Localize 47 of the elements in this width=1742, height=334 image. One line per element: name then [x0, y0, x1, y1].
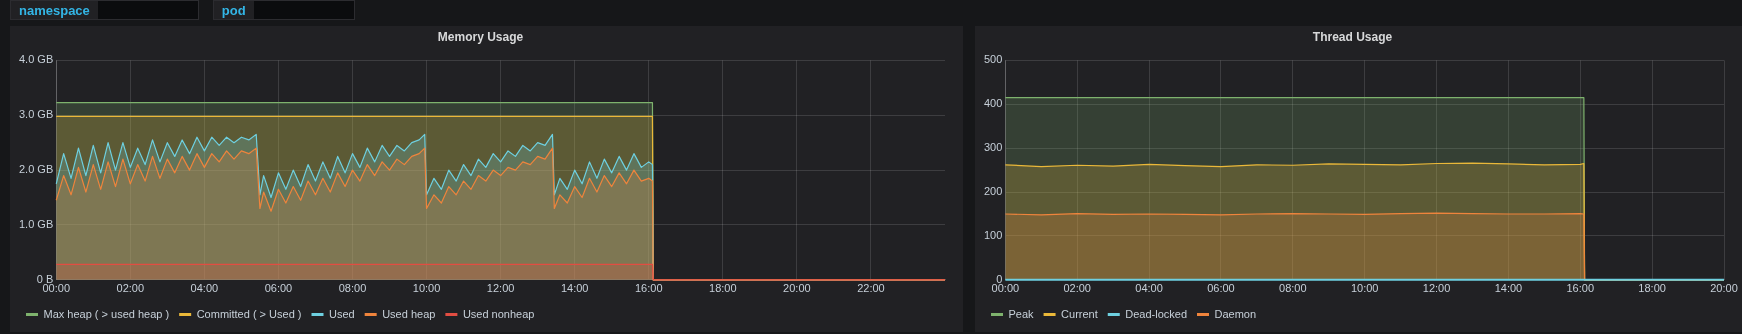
y-tick-label: 2.0 GB [18, 163, 54, 176]
x-tick-label: 02:00 [116, 282, 145, 295]
legend-label: Max heap ( > used heap ) [43, 307, 170, 320]
text: pod [220, 2, 247, 18]
y-tick-label: 4.0 GB [18, 53, 54, 66]
legend-label: Current [1061, 307, 1098, 320]
legend-label: Used [329, 307, 355, 320]
y-tick-label: 200 [983, 185, 1003, 198]
x-tick-label: 12:00 [1422, 282, 1451, 295]
y-tick-label: 100 [983, 228, 1003, 241]
x-tick-label: 16:00 [634, 282, 663, 295]
x-tick-label: 04:00 [190, 282, 219, 295]
x-tick-label: 10:00 [1350, 282, 1379, 295]
x-tick-label: 22:00 [857, 282, 885, 295]
legend-label: Committed ( > Used ) [196, 307, 302, 320]
y-tick-label: 500 [983, 53, 1003, 66]
x-tick-label: 12:00 [486, 282, 515, 295]
x-tick-label: 08:00 [338, 282, 367, 295]
chart-title: Memory Usage [437, 29, 524, 44]
y-tick-label: 300 [983, 141, 1003, 154]
y-tick-label: 3.0 GB [18, 108, 54, 121]
y-tick-label: 400 [983, 97, 1003, 110]
y-tick-label: 0 B [36, 272, 54, 285]
x-tick-label: 14:00 [1494, 282, 1523, 295]
x-tick-label: 00:00 [991, 282, 1020, 295]
x-tick-label: 08:00 [1279, 282, 1307, 295]
x-tick-label: 20:00 [1710, 282, 1738, 295]
legend-label: Used heap [382, 307, 436, 320]
y-tick-label: 1.0 GB [18, 217, 54, 230]
x-tick-label: 18:00 [709, 282, 737, 295]
y-tick-label: 0 [996, 272, 1003, 285]
x-tick-label: 10:00 [412, 282, 441, 295]
x-tick-label: 02:00 [1063, 282, 1091, 295]
x-tick-label: 06:00 [1207, 282, 1235, 295]
x-tick-label: 18:00 [1638, 282, 1666, 295]
legend-label: Used nonheap [462, 307, 535, 320]
x-tick-label: 06:00 [264, 282, 293, 295]
x-tick-label: 20:00 [783, 282, 811, 295]
x-tick-label: 00:00 [42, 282, 71, 295]
legend-label: Peak [1008, 307, 1035, 320]
legend-label: Dead-locked [1125, 307, 1188, 320]
x-tick-label: 04:00 [1135, 282, 1163, 295]
legend-label: Daemon [1214, 307, 1257, 320]
x-tick-label: 16:00 [1566, 282, 1595, 295]
text: namespace [18, 2, 91, 18]
x-tick-label: 14:00 [560, 282, 589, 295]
chart-title: Thread Usage [1312, 29, 1393, 44]
